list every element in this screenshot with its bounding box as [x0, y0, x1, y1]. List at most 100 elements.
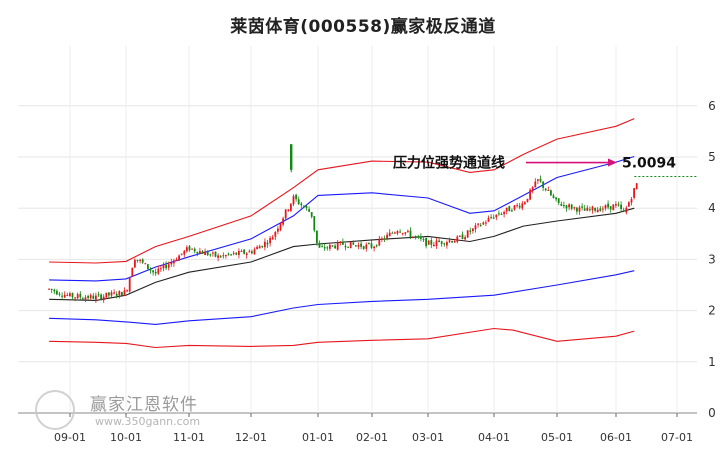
candle-body: [362, 246, 365, 249]
candle-body: [630, 199, 633, 203]
candle-body: [635, 183, 638, 190]
watermark: 赢家江恩软件 www.350gann.com: [35, 388, 235, 432]
candle-body: [568, 204, 570, 208]
candle-body: [292, 196, 295, 205]
candle-body: [113, 292, 115, 294]
candle-body: [66, 295, 69, 297]
x-tick-label: 11-01: [173, 431, 205, 444]
candle-body: [492, 217, 495, 219]
candle-body: [214, 251, 217, 257]
candle-body: [326, 247, 329, 249]
candle-body: [334, 245, 336, 249]
candle-body: [71, 293, 74, 298]
candle-body: [331, 245, 334, 247]
candle-body: [238, 250, 240, 256]
candle-body: [76, 294, 79, 299]
candle-body: [167, 264, 170, 268]
candle-body: [394, 232, 396, 234]
candle-body: [422, 239, 425, 241]
x-tick-label: 07-01: [661, 431, 693, 444]
candle-body: [555, 197, 557, 200]
candle-body: [175, 259, 178, 261]
channel-line-1: [49, 118, 635, 264]
candle-body: [271, 237, 274, 240]
y-tick-label: 3: [708, 252, 716, 266]
candle-body: [284, 209, 287, 219]
candle-body: [599, 208, 602, 211]
candle-body: [365, 244, 368, 249]
candle-body: [563, 205, 565, 207]
candle-body: [482, 222, 485, 225]
candle-body: [308, 209, 310, 212]
candle-body: [570, 204, 573, 209]
candle-body: [516, 205, 518, 207]
y-tick-label: 0: [708, 406, 716, 420]
candle-body: [300, 203, 303, 206]
candle-body: [279, 223, 282, 231]
candle-body: [456, 236, 459, 242]
candle-body: [295, 194, 297, 200]
candle-body: [310, 212, 313, 217]
candle-body: [69, 293, 71, 297]
x-tick-label: 06-01: [600, 431, 632, 444]
candle-body: [360, 243, 362, 247]
candle-body: [157, 268, 160, 274]
candle-body: [240, 250, 243, 252]
candle-body: [526, 198, 529, 202]
candle-body: [386, 234, 388, 239]
candle-body: [89, 294, 92, 299]
candle-body: [534, 181, 537, 188]
candle-body: [318, 243, 321, 248]
candle-body: [147, 264, 149, 269]
candle-body: [79, 293, 82, 298]
candle-body: [191, 248, 193, 250]
candle-body: [105, 292, 108, 298]
candle-body: [152, 270, 154, 273]
candle-body: [339, 241, 342, 244]
candle-body: [297, 199, 300, 205]
candle-body: [409, 230, 412, 238]
candle-body: [604, 205, 607, 209]
candle-body: [594, 207, 596, 211]
candle-body: [531, 187, 534, 190]
candle-body: [521, 203, 524, 209]
watermark-name: 赢家江恩软件: [90, 395, 198, 415]
candle-body: [162, 264, 165, 269]
candle-body: [178, 255, 180, 261]
candle-body: [225, 255, 227, 257]
candle-body: [274, 232, 277, 237]
candle-body: [404, 232, 407, 234]
candle-body: [108, 292, 110, 296]
candle-body: [573, 207, 576, 209]
candle-body: [485, 222, 487, 224]
candle-body: [305, 206, 308, 209]
candle-body: [219, 256, 222, 258]
candle-body: [209, 254, 212, 256]
candle-body: [518, 205, 521, 208]
candle-body: [352, 242, 355, 245]
candle-body: [461, 234, 464, 240]
candle-body: [451, 241, 453, 243]
candle-body: [487, 218, 490, 222]
candle-body: [552, 195, 555, 198]
chart-title: 莱茵体育(000558)赢家极反通道: [230, 17, 496, 37]
candle-body: [503, 212, 505, 215]
candle-body: [204, 251, 206, 256]
candle-body: [266, 242, 269, 245]
candle-body: [102, 296, 105, 301]
candle-body: [383, 238, 386, 240]
candle-body: [290, 144, 293, 170]
watermark-url: www.350gann.com: [95, 415, 201, 428]
candle-body: [212, 252, 214, 254]
candle-body: [615, 203, 617, 206]
candle-body: [349, 241, 352, 249]
candle-body: [448, 240, 451, 242]
x-tick-label: 01-01: [302, 431, 334, 444]
candle-body: [440, 241, 443, 244]
candle-body: [290, 203, 292, 211]
candle-body: [183, 250, 186, 255]
candle-body: [222, 255, 225, 257]
candle-body: [539, 178, 542, 182]
candle-body: [633, 188, 635, 198]
